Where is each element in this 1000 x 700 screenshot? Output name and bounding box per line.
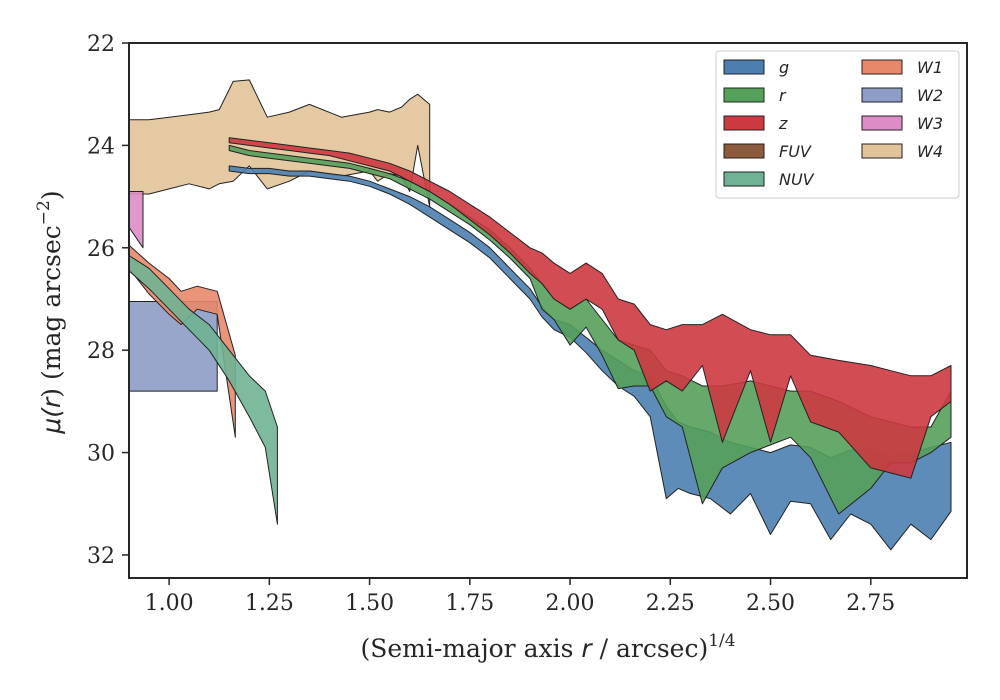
y-tick-label: 22 bbox=[87, 32, 115, 57]
legend-label-FUV: FUV bbox=[779, 142, 812, 161]
plot-frame bbox=[128, 42, 968, 579]
band-r bbox=[228, 144, 952, 515]
legend-swatch-FUV bbox=[723, 143, 765, 159]
legend-swatch-W1 bbox=[861, 59, 903, 75]
legend-label-r: r bbox=[779, 86, 787, 105]
y-tick-label: 28 bbox=[87, 339, 115, 364]
y-tick-label: 32 bbox=[87, 544, 115, 569]
legend-swatch-g bbox=[723, 59, 765, 75]
legend-swatch-r bbox=[723, 87, 765, 103]
legend-swatch-W3 bbox=[861, 115, 903, 131]
legend-label-g: g bbox=[779, 58, 789, 77]
legend-label-NUV: NUV bbox=[779, 170, 815, 189]
x-tick-label: 2.25 bbox=[646, 591, 695, 616]
legend-swatch-W4 bbox=[861, 143, 903, 159]
legend: grz FUV NUV W1 W2 W3 W4 bbox=[715, 50, 960, 199]
legend-swatch-NUV bbox=[723, 171, 765, 187]
band-NUV bbox=[129, 255, 278, 525]
y-tick-label: 30 bbox=[87, 442, 115, 467]
y-tick-label: 26 bbox=[87, 237, 115, 262]
legend-label-W1: W1 bbox=[917, 58, 943, 77]
legend-label-z: z bbox=[778, 114, 788, 133]
x-tick-label: 2.75 bbox=[846, 591, 895, 616]
y-axis-label: μ(r) (mag arcsec−2) bbox=[34, 190, 66, 434]
band-g bbox=[228, 165, 952, 551]
legend-swatch-W2 bbox=[861, 87, 903, 103]
x-tick-label: 1.75 bbox=[445, 591, 494, 616]
x-tick-label: 1.00 bbox=[145, 591, 194, 616]
legend-label-W2: W2 bbox=[917, 86, 943, 105]
y-axis-ticks: 22 24 26 28 30 32 bbox=[87, 32, 129, 569]
x-axis-ticks: 1.00 1.25 1.50 1.75 2.00 2.25 2.50 2.75 bbox=[145, 578, 895, 616]
x-tick-label: 1.25 bbox=[245, 591, 294, 616]
legend-label-W4: W4 bbox=[917, 142, 943, 161]
x-tick-label: 2.00 bbox=[546, 591, 595, 616]
data-bands bbox=[129, 79, 952, 551]
band-W3 bbox=[129, 191, 144, 249]
legend-swatch-z bbox=[723, 115, 765, 131]
x-tick-label: 1.50 bbox=[345, 591, 394, 616]
x-axis-label: (Semi-major axis r / arcsec)1/4 bbox=[360, 631, 735, 663]
band-z bbox=[228, 137, 952, 479]
legend-label-W3: W3 bbox=[917, 114, 943, 133]
y-tick-label: 24 bbox=[87, 134, 115, 159]
x-tick-label: 2.50 bbox=[746, 591, 795, 616]
